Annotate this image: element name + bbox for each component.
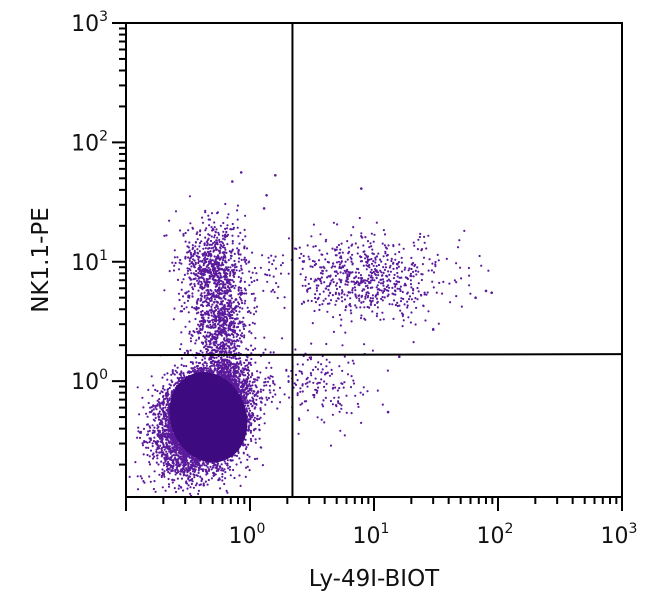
y-axis-tick-labels: 100 101 102 103 xyxy=(71,9,108,395)
dense-cluster-core xyxy=(169,372,248,463)
x-tick-label: 102 xyxy=(477,521,514,549)
y-tick-label: 103 xyxy=(71,9,108,37)
quadrant-gates xyxy=(125,23,623,497)
y-tick-label: 102 xyxy=(71,128,108,156)
y-axis-ticks xyxy=(112,22,126,466)
x-axis-title: Ly-49I-BIOT xyxy=(309,566,440,592)
y-tick-label: 101 xyxy=(71,248,108,276)
x-tick-label: 101 xyxy=(353,521,390,549)
y-tick-label: 100 xyxy=(71,367,108,395)
horizontal-gate-line[interactable] xyxy=(125,353,623,357)
x-axis-ticks xyxy=(125,497,623,511)
y-axis-title: NK1.1-PE xyxy=(28,207,54,313)
x-tick-label: 100 xyxy=(229,521,266,549)
data-points xyxy=(128,171,494,498)
x-tick-label: 103 xyxy=(601,521,638,549)
x-axis-tick-labels: 100 101 102 103 xyxy=(229,521,638,549)
